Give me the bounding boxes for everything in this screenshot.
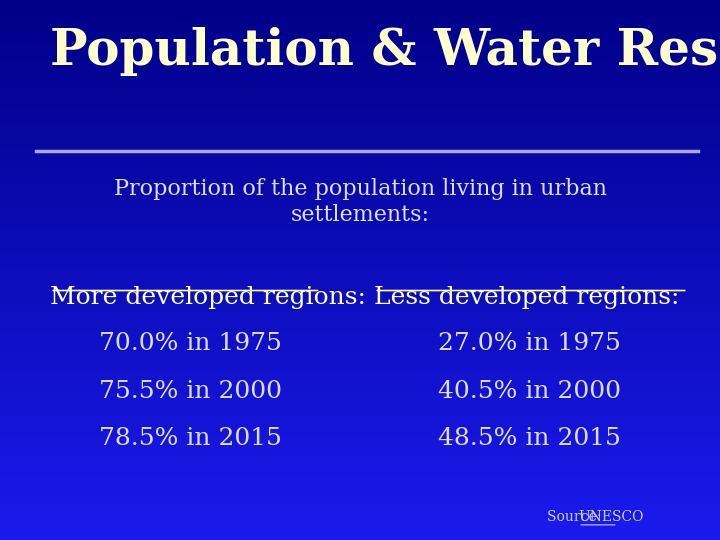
Text: Proportion of the population living in urban
settlements:: Proportion of the population living in u… bbox=[114, 178, 606, 226]
Text: 27.0% in 1975: 27.0% in 1975 bbox=[438, 332, 621, 355]
Text: UNESCO: UNESCO bbox=[578, 510, 644, 524]
Text: Source:: Source: bbox=[547, 510, 606, 524]
Text: 48.5% in 2015: 48.5% in 2015 bbox=[438, 427, 621, 450]
Text: 75.5% in 2000: 75.5% in 2000 bbox=[99, 380, 282, 403]
Text: Population & Water Resources: Population & Water Resources bbox=[50, 27, 720, 76]
Text: 70.0% in 1975: 70.0% in 1975 bbox=[99, 332, 282, 355]
Text: 78.5% in 2015: 78.5% in 2015 bbox=[99, 427, 282, 450]
Text: Less developed regions:: Less developed regions: bbox=[374, 286, 680, 309]
Text: More developed regions:: More developed regions: bbox=[50, 286, 366, 309]
Text: 40.5% in 2000: 40.5% in 2000 bbox=[438, 380, 621, 403]
